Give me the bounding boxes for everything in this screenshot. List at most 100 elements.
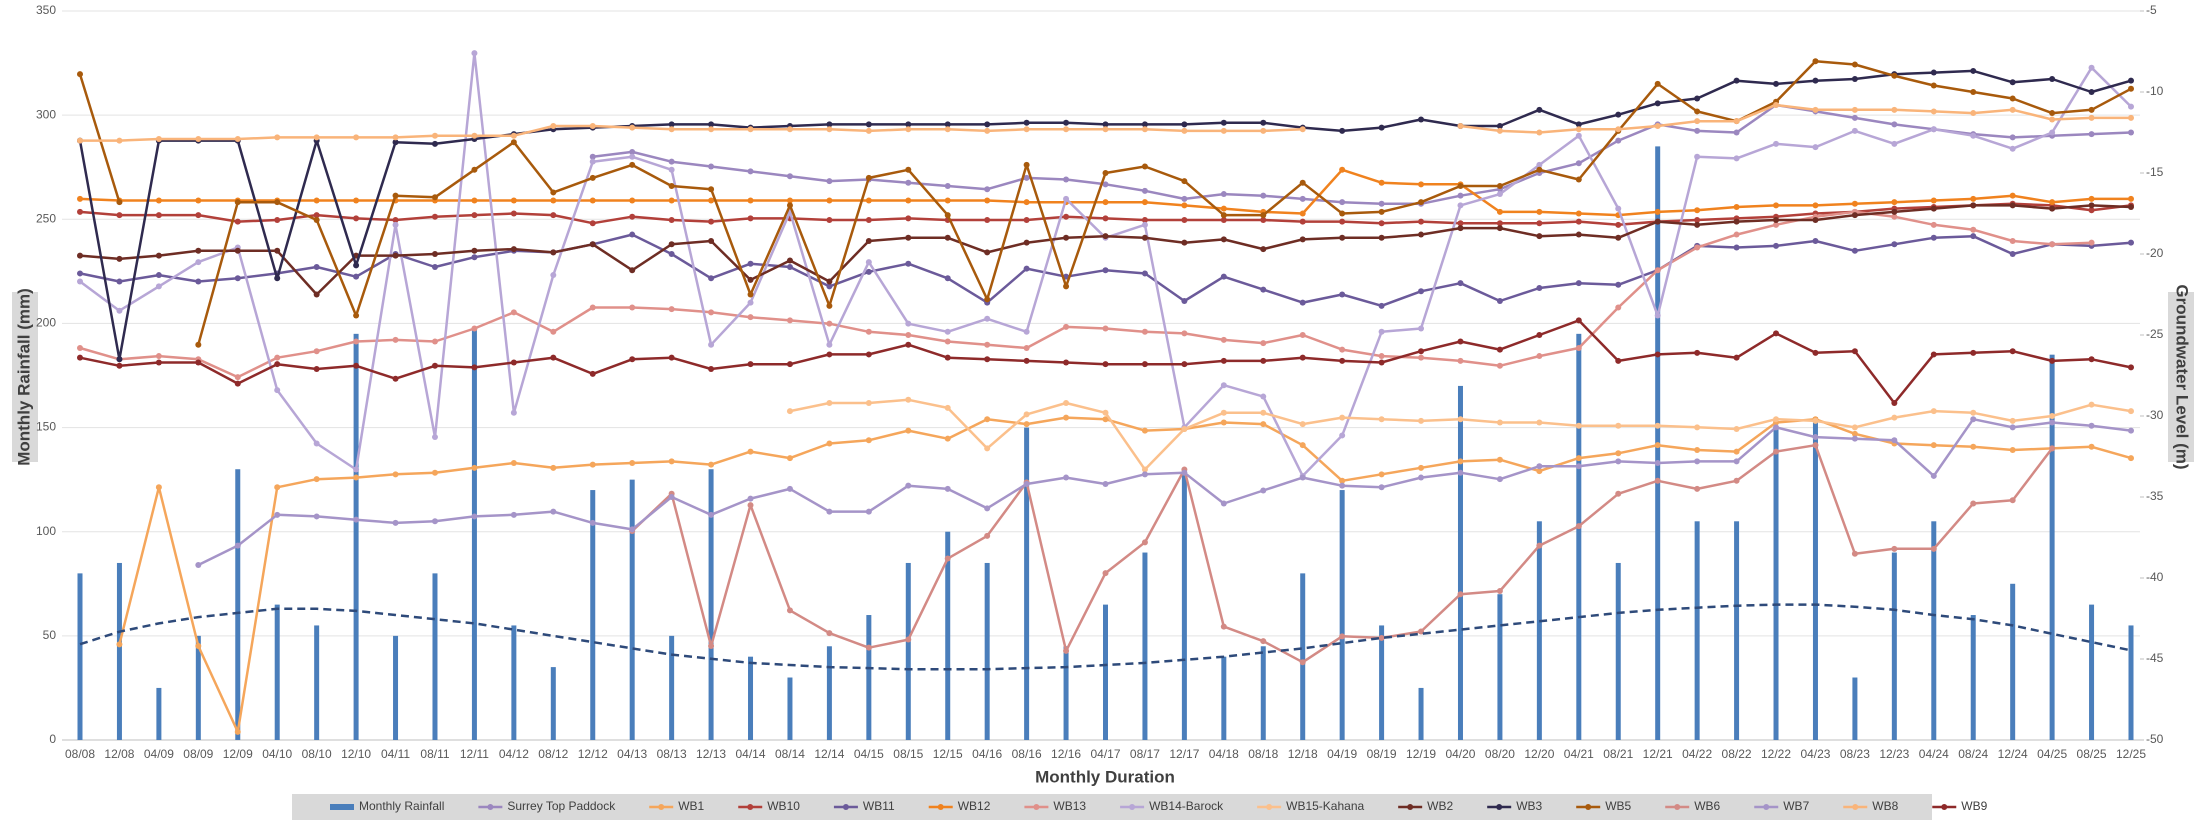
series-marker <box>1299 126 1306 133</box>
series-marker <box>353 197 360 204</box>
series-marker <box>944 354 951 361</box>
series-marker <box>313 513 320 520</box>
series-marker <box>1615 205 1622 212</box>
series-marker <box>116 362 123 369</box>
series-marker <box>471 464 478 471</box>
series-marker <box>1260 638 1267 645</box>
series-marker <box>1733 477 1740 484</box>
series-marker <box>1457 458 1464 465</box>
series-marker <box>786 317 793 324</box>
series-marker <box>826 126 833 133</box>
series-marker <box>1575 422 1582 429</box>
series-marker <box>786 197 793 204</box>
series-marker <box>1930 408 1937 415</box>
series-marker <box>1930 351 1937 358</box>
series-marker <box>1339 477 1346 484</box>
series-marker <box>747 215 754 222</box>
series-marker <box>2128 85 2134 92</box>
x-tick-label: 12/17 <box>1169 747 1199 761</box>
series-marker <box>1654 123 1661 130</box>
series-marker <box>1181 297 1188 304</box>
series-marker <box>353 338 360 345</box>
series-marker <box>1536 161 1543 168</box>
series-marker <box>1812 442 1819 449</box>
series-marker <box>1970 226 1977 233</box>
series-marker <box>234 275 241 282</box>
series-marker <box>2128 114 2134 121</box>
series-marker <box>589 197 596 204</box>
series-marker <box>786 361 793 368</box>
legend-marker <box>842 804 849 810</box>
series-marker <box>1141 216 1148 223</box>
series-marker <box>510 359 517 366</box>
series-marker <box>1023 344 1030 351</box>
series-marker <box>1891 437 1898 444</box>
series-marker <box>1457 182 1464 189</box>
series-line <box>197 417 2132 567</box>
series-marker <box>2128 77 2134 84</box>
series-marker <box>234 380 241 387</box>
x-tick-label: 08/14 <box>775 747 805 761</box>
series-marker <box>865 328 872 335</box>
series-marker <box>155 197 162 204</box>
series-marker <box>2049 357 2056 364</box>
series-marker <box>1102 215 1109 222</box>
series-marker <box>2128 129 2134 136</box>
series-marker <box>274 216 281 223</box>
series-marker <box>668 241 675 248</box>
series-marker <box>313 291 320 298</box>
series-marker <box>905 215 912 222</box>
series-marker <box>353 466 360 473</box>
rainfall-bar <box>590 490 596 740</box>
rainfall-bar <box>1260 646 1266 740</box>
series-marker <box>905 636 912 643</box>
x-tick-label: 04/10 <box>262 747 292 761</box>
series-marker <box>1654 80 1661 87</box>
series-marker <box>392 336 399 343</box>
series-marker <box>589 304 596 311</box>
series-marker <box>1063 234 1070 241</box>
series-marker <box>2128 427 2134 434</box>
series-marker <box>865 268 872 275</box>
rainfall-bar <box>945 531 951 740</box>
series-marker <box>1063 119 1070 126</box>
series-marker <box>1575 176 1582 183</box>
series-marker <box>431 518 438 525</box>
series-marker <box>1615 450 1622 457</box>
series-marker <box>274 134 281 141</box>
rainfall-bar <box>314 625 320 740</box>
series-marker <box>392 519 399 526</box>
x-tick-label: 04/25 <box>2037 747 2067 761</box>
series-line <box>79 210 2092 379</box>
series-marker <box>550 272 557 279</box>
series-marker <box>1773 80 1780 87</box>
y2-tick-label: -30 <box>2146 408 2164 422</box>
series-marker <box>984 121 991 128</box>
series-marker <box>77 208 83 215</box>
series-marker <box>1575 280 1582 287</box>
legend-marker <box>1585 804 1592 810</box>
series-marker <box>2009 251 2016 257</box>
rainfall-bar <box>2128 625 2134 740</box>
series-marker <box>747 314 754 321</box>
series-marker <box>1023 161 1030 168</box>
x-tick-label: 08/25 <box>2077 747 2107 761</box>
series-marker <box>1378 200 1385 207</box>
series-marker <box>1733 425 1740 432</box>
series-marker <box>195 135 202 142</box>
series-marker <box>1733 129 1740 136</box>
y2-tick-label: -35 <box>2146 489 2164 503</box>
series-marker <box>1773 330 1780 337</box>
series-marker <box>1891 208 1898 215</box>
x-tick-label: 12/11 <box>460 747 489 761</box>
series-marker <box>77 71 83 78</box>
series-marker <box>865 121 872 128</box>
series-marker <box>234 374 241 381</box>
series-marker <box>708 643 715 650</box>
series-marker <box>747 361 754 368</box>
series-marker <box>944 121 951 128</box>
series-marker <box>1970 233 1977 240</box>
y-tick-label: 100 <box>36 524 56 538</box>
series-marker <box>431 132 438 139</box>
x-tick-label: 04/21 <box>1564 747 1594 761</box>
